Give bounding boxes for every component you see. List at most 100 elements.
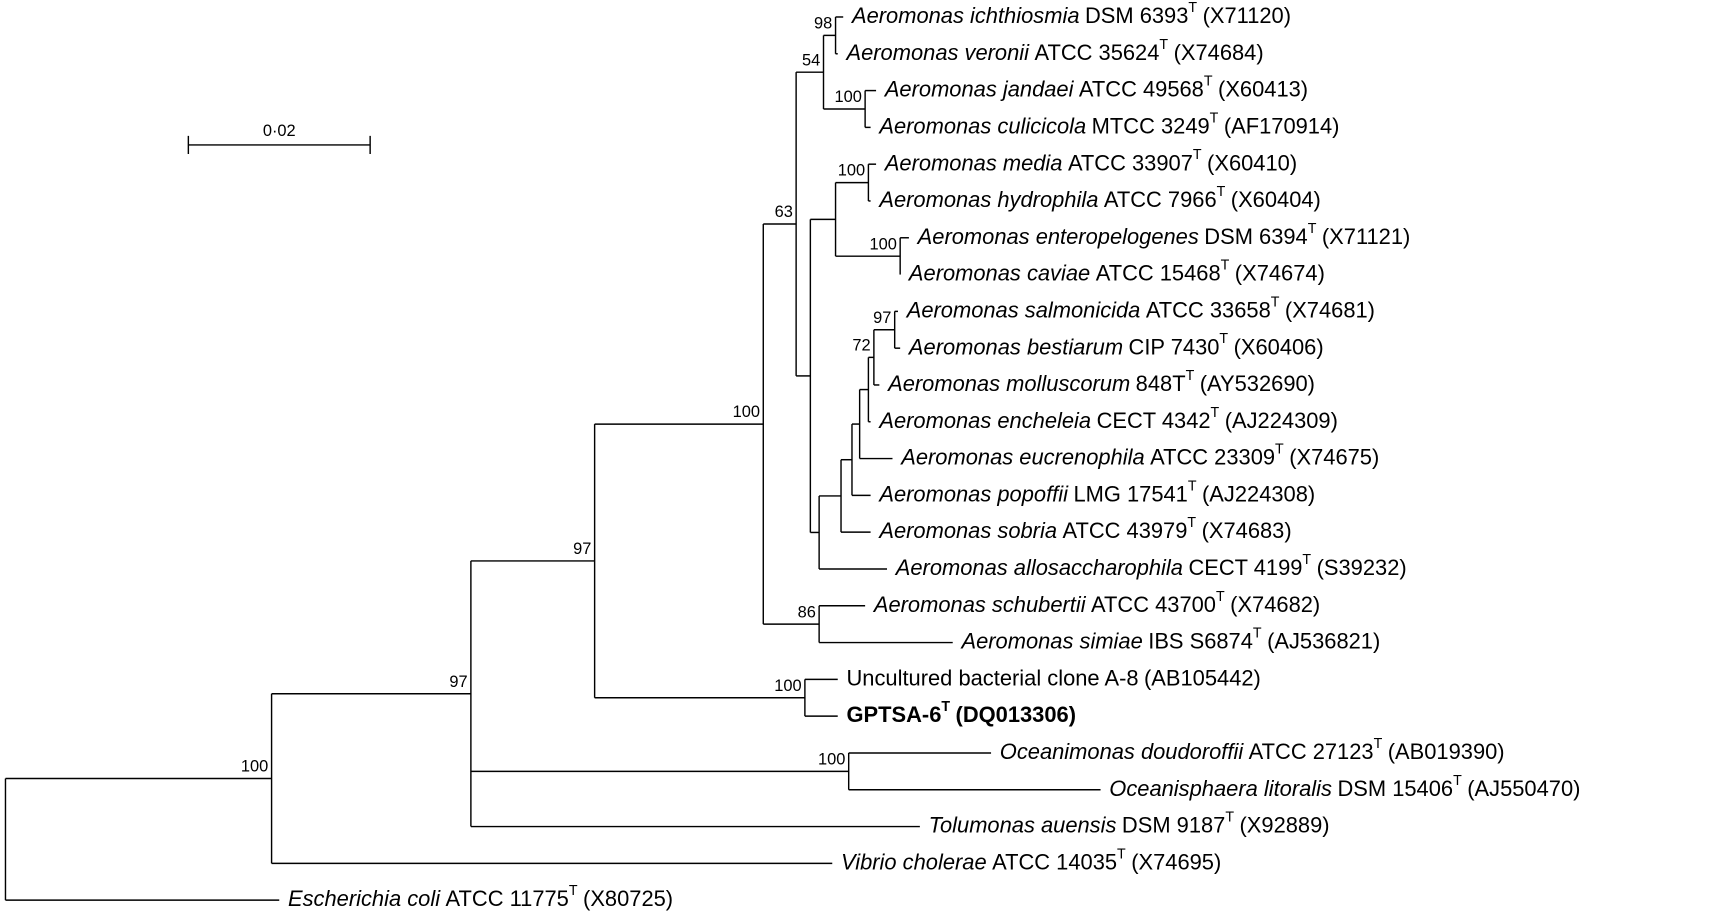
leaf-label: Aeromonas media ATCC 33907T (X60410) [883,147,1297,175]
leaf-label: Aeromonas enteropelogenes DSM 6394T (X7112… [916,220,1411,248]
strain-name: IBS S6874 [1148,628,1253,653]
leaf-label: Aeromonas allosaccharophila CECT 4199T (S3… [894,552,1407,580]
leaf-label: Aeromonas caviae ATCC 15468T (X74674) [907,257,1325,285]
accession: (X74681) [1285,297,1375,322]
bootstrap-value: 72 [852,335,870,354]
leaf-label: Aeromonas jandaei ATCC 49568T (X60413) [883,73,1308,101]
bootstrap-value: 98 [814,13,832,32]
bootstrap-value: 100 [838,160,865,179]
strain-name: ATCC 27123 [1249,739,1374,764]
taxon-name: Escherichia coli [288,886,441,911]
taxon-name: Aeromonas eucrenophila [899,444,1144,469]
accession: (X74675) [1289,444,1379,469]
leaf-label: Aeromonas salmonicida ATCC 33658T (X74681) [905,294,1375,322]
taxon-name: Aeromonas molluscorum [886,371,1130,396]
type-strain-mark: T [1271,294,1280,310]
taxon-name: Aeromonas caviae [907,260,1090,285]
accession: (X60406) [1234,334,1324,359]
leaf-label: Oceanisphaera litoralis DSM 15406T (AJ5504… [1109,772,1580,800]
taxon-name: Aeromonas popoffii [877,481,1069,506]
bootstrap-value: 86 [798,602,816,621]
accession: (X80725) [583,886,673,911]
leaf-label: Aeromonas simiae IBS S6874T (AJ536821) [960,625,1381,653]
type-strain-mark: T [1221,257,1230,273]
bootstrap-value: 100 [241,756,268,775]
strain-name: ATCC 23309 [1150,444,1275,469]
taxon-name: Aeromonas encheleia [877,407,1091,432]
accession: (AY532690) [1200,371,1315,396]
type-strain-mark: T [1188,478,1197,494]
type-strain-mark: T [1159,36,1168,52]
taxon-name: Tolumonas auensis [929,812,1117,837]
type-strain-mark: T [1204,73,1213,89]
accession: (AJ536821) [1267,628,1380,653]
accession: (AF170914) [1224,113,1340,138]
bootstrap-value: 100 [870,234,897,253]
strain-name: DSM 15406 [1337,775,1453,800]
strain-name: CECT 4199 [1188,555,1302,580]
taxon-name: Aeromonas enteropelogenes [916,223,1199,248]
taxon-name: Aeromonas schubertii [872,591,1087,616]
bootstrap-value: 100 [818,749,845,768]
type-strain-mark: T [1453,772,1462,788]
bootstrap-value: 63 [775,202,793,221]
leaf-label: Aeromonas popoffii LMG 17541T (AJ224308) [877,478,1315,506]
taxon-name: Aeromonas veronii [845,39,1031,64]
taxon-name: Aeromonas media [883,150,1063,175]
bootstrap-value: 97 [449,672,467,691]
type-strain-mark: T [1210,110,1219,126]
accession: (X60413) [1218,76,1308,101]
taxon-name: Aeromonas ichthiosmia [850,3,1079,28]
strain-name: DSM 6394 [1204,223,1307,248]
leaf-label: Aeromonas schubertii ATCC 43700T (X74682) [872,588,1320,616]
bootstrap-value: 97 [873,308,891,327]
type-strain-mark: T [1188,0,1197,16]
accession: (AB105442) [1144,665,1261,690]
leaf-label: Aeromonas sobria ATCC 43979T (X74683) [877,515,1291,543]
type-strain-mark: T [1211,404,1220,420]
strain-name: GPTSA-6 [847,702,942,727]
bootstrap-value: 100 [733,402,760,421]
accession: (X74683) [1202,518,1292,543]
accession: (X71121) [1322,223,1410,248]
taxon-name: Aeromonas bestiarum [907,334,1123,359]
taxon-name: Aeromonas salmonicida [905,297,1141,322]
strain-name: ATCC 7966 [1104,187,1217,212]
strain-name: LMG 17541 [1073,481,1187,506]
accession: (S39232) [1317,555,1407,580]
accession: (AJ550470) [1467,775,1580,800]
strain-name: CECT 4342 [1097,407,1211,432]
taxon-name: Aeromonas jandaei [883,76,1075,101]
accession: (AJ224308) [1202,481,1315,506]
accession: (AB019390) [1388,739,1505,764]
strain-name: ATCC 49568 [1079,76,1204,101]
bootstrap-value: 97 [573,539,591,558]
strain-name: ATCC 14035 [992,849,1117,874]
leaf-label: Aeromonas ichthiosmia DSM 6393T (X71120) [850,0,1291,28]
accession: (X60410) [1207,150,1297,175]
leaf-label: Aeromonas eucrenophila ATCC 23309T (X74675… [899,441,1379,469]
strain-name: CIP 7430 [1129,334,1220,359]
accession: (X74682) [1230,591,1320,616]
type-strain-mark: T [1253,625,1262,641]
accession: (DQ013306) [956,702,1076,727]
type-strain-mark: T [1187,515,1196,531]
leaf-label: Oceanimonas doudoroffii ATCC 27123T (AB019… [1000,736,1505,764]
accession: (X71120) [1203,3,1291,28]
strain-name: Uncultured bacterial clone A-8 [847,665,1139,690]
type-strain-mark: T [941,699,950,715]
accession: (AJ224309) [1225,407,1338,432]
taxon-name: Oceanimonas doudoroffii [1000,739,1244,764]
leaf-label: Aeromonas molluscorum 848TT (AY532690) [886,368,1315,396]
bootstrap-value: 54 [802,50,820,69]
accession: (X74684) [1174,39,1264,64]
leaf-label: Tolumonas auensis DSM 9187T (X92889) [929,809,1330,837]
leaf-label: Aeromonas bestiarum CIP 7430T (X60406) [907,331,1324,359]
leaf-label: Escherichia coli ATCC 11775T (X80725) [288,883,673,911]
strain-name: ATCC 33658 [1146,297,1271,322]
leaf-label: Vibrio cholerae ATCC 14035T (X74695) [841,846,1221,874]
type-strain-mark: T [1225,809,1234,825]
accession: (X92889) [1240,812,1330,837]
type-strain-mark: T [1374,736,1383,752]
